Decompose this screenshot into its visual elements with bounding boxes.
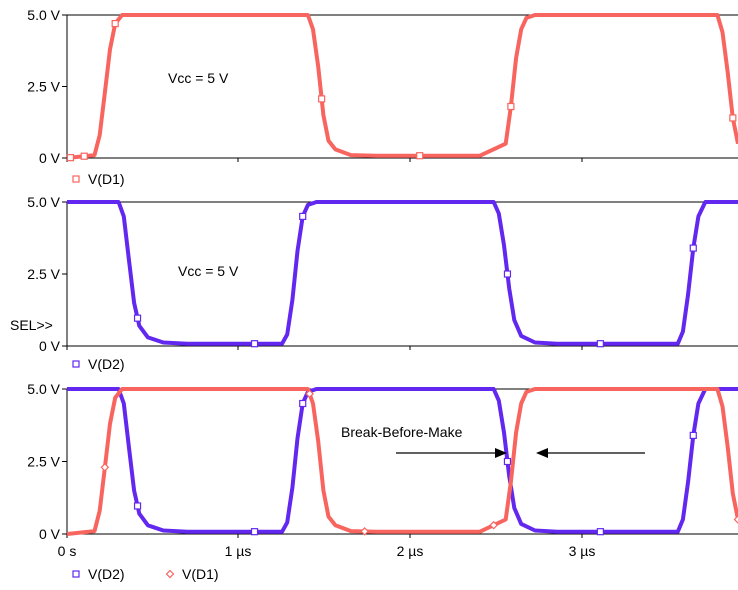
series-marker-vd1 [729,114,737,122]
arrow-right-head [495,448,507,458]
series-marker-vd2 [299,399,307,408]
series-marker-vd1 [318,95,326,103]
panel-1: 0 V 2.5 V 5.0 V V(D1) [27,7,738,187]
y-tick-label: 0 V [39,338,61,354]
series-marker-vd1 [489,520,499,530]
legend-marker [165,569,175,579]
series-line-vd2 [67,387,738,534]
panel-2: 0 V 2.5 V 5.0 V V(D2) [27,194,738,372]
series-marker-vd1 [100,462,110,472]
series-marker-vd2 [299,212,307,220]
vcc-annotation-1: Vcc = 5 V [168,70,229,86]
x-tick-label: 3 µs [569,543,596,559]
series-marker-vd2 [596,340,604,348]
series-marker-vd1 [111,19,119,28]
series-line-vd1 [67,13,738,160]
series-marker-vd1 [80,152,88,160]
x-tick-label: 2 µs [397,543,424,559]
y-tick-label: 2.5 V [27,266,60,282]
series-marker-vd1 [416,152,424,160]
series-marker-vd2 [689,244,697,252]
y-tick-label: 2.5 V [27,454,60,470]
legend-label: V(D1) [182,566,219,582]
series-marker-vd1 [507,102,515,111]
y-tick-label: 0 V [39,526,61,542]
series-line-vd2 [67,200,738,346]
series-marker-vd1 [66,154,75,162]
legend-label: V(D2) [88,566,125,582]
legend-marker [72,570,80,578]
x-tick-label: 1 µs [225,543,252,559]
series-marker-vd1 [360,527,369,536]
legend-label: V(D1) [88,171,125,187]
y-tick-label: 0 V [39,150,61,166]
legend-marker [72,175,80,183]
y-tick-label: 2.5 V [27,79,60,95]
series-line-vd1 [67,387,738,536]
y-tick-label: 5.0 V [27,194,60,210]
series-marker-vd2 [503,457,512,466]
break-before-make-annotation: Break-Before-Make [341,424,463,440]
legend-label: V(D2) [88,356,125,372]
series-marker-vd2 [689,431,697,439]
series-marker-vd2 [250,528,259,536]
arrow-left-head [536,448,548,458]
break-before-make-arrows [396,448,645,458]
series-marker-vd2 [133,502,142,510]
y-tick-label: 5.0 V [27,381,60,397]
panel-3: 0 V 2.5 V 5.0 V 0 s 1 µs 2 µs 3 µs V(D2) V(D1) [27,381,738,582]
series-marker-vd1 [733,515,738,524]
legend-marker [72,360,80,368]
x-tick-label: 0 s [58,543,77,559]
series-marker-vd2 [250,340,259,348]
series-marker-vd2 [596,528,604,536]
series-marker-vd1 [305,389,314,399]
y-tick-label: 5.0 V [27,7,60,23]
series-marker-vd2 [133,314,142,322]
sel-marker-label[interactable]: SEL>> [10,317,53,333]
vcc-annotation-2: Vcc = 5 V [178,263,239,279]
series-marker-vd2 [503,270,512,278]
